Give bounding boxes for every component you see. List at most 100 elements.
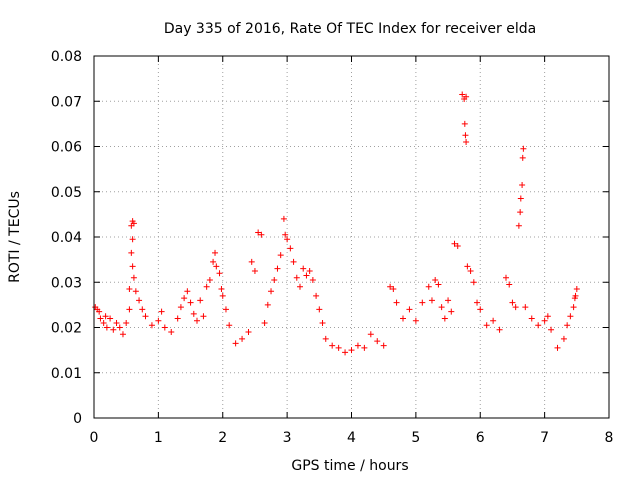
data-point	[200, 313, 207, 320]
x-tick-label: 3	[283, 430, 292, 446]
data-point	[290, 258, 297, 265]
data-point	[210, 258, 217, 265]
data-point	[548, 326, 555, 333]
x-axis-label: GPS time / hours	[291, 458, 408, 474]
data-point	[367, 331, 374, 338]
data-point	[522, 304, 529, 311]
data-point	[282, 231, 289, 238]
data-point	[570, 304, 577, 311]
data-point	[560, 335, 567, 342]
data-point	[130, 274, 137, 281]
data-point	[206, 276, 213, 283]
data-point	[261, 319, 268, 326]
data-point	[464, 263, 471, 270]
data-point	[520, 145, 527, 152]
data-point	[448, 308, 455, 315]
data-point	[168, 329, 175, 336]
axis-ticks	[93, 55, 610, 419]
data-point	[161, 324, 168, 331]
x-tick-label: 6	[476, 430, 485, 446]
data-point	[512, 304, 519, 311]
data-point	[116, 324, 123, 331]
data-point	[567, 313, 574, 320]
data-point	[280, 215, 287, 222]
data-point	[271, 276, 278, 283]
data-point	[158, 308, 165, 315]
data-point	[190, 310, 197, 317]
data-point	[174, 315, 181, 322]
data-point	[284, 236, 291, 243]
data-point	[428, 297, 435, 304]
data-point	[226, 322, 233, 329]
data-point	[445, 297, 452, 304]
data-point	[517, 209, 524, 216]
chart-title: Day 335 of 2016, Rate Of TEC Index for r…	[164, 21, 536, 37]
data-points	[92, 91, 580, 356]
data-point	[348, 347, 355, 354]
data-point	[463, 93, 470, 100]
data-point	[303, 272, 310, 279]
x-tick-labels: 0 1 2 3 4 5 6 7 8	[90, 430, 614, 446]
data-point	[483, 322, 490, 329]
data-point	[342, 349, 349, 356]
grid-lines	[94, 56, 609, 418]
data-point	[100, 319, 107, 326]
data-point	[361, 344, 368, 351]
data-point	[519, 154, 526, 161]
data-point	[123, 319, 130, 326]
data-point	[212, 249, 219, 256]
data-point	[316, 306, 323, 313]
data-point	[184, 288, 191, 295]
x-tick-label: 5	[411, 430, 420, 446]
y-tick-label: 0.02	[51, 321, 82, 337]
data-point	[467, 267, 474, 274]
data-point	[554, 344, 561, 351]
data-point	[461, 120, 468, 127]
data-point	[374, 338, 381, 345]
data-point	[132, 288, 139, 295]
data-point	[322, 335, 329, 342]
x-tick-label: 2	[218, 430, 227, 446]
data-point	[406, 306, 413, 313]
data-point	[264, 301, 271, 308]
data-point	[213, 263, 220, 270]
data-point	[387, 283, 394, 290]
data-point	[197, 297, 204, 304]
data-point	[451, 240, 458, 247]
data-point	[306, 267, 313, 274]
data-point	[535, 322, 542, 329]
data-point	[155, 317, 162, 324]
y-axis-label: ROTI / TECUs	[7, 191, 23, 283]
data-point	[293, 274, 300, 281]
x-tick-label: 1	[154, 430, 163, 446]
data-point	[438, 304, 445, 311]
data-point	[400, 315, 406, 322]
data-point	[509, 299, 516, 306]
data-point	[412, 317, 419, 324]
data-point	[245, 329, 252, 336]
data-point	[564, 322, 571, 329]
data-point	[474, 299, 481, 306]
data-point	[454, 243, 461, 250]
data-point	[380, 342, 387, 349]
data-point	[309, 276, 316, 283]
data-point	[219, 292, 226, 299]
data-point	[435, 281, 442, 288]
data-point	[354, 342, 361, 349]
data-point	[477, 306, 484, 313]
data-point	[419, 299, 426, 306]
data-point	[268, 288, 275, 295]
data-point	[218, 286, 225, 293]
data-point	[194, 317, 200, 324]
data-point	[300, 265, 307, 272]
y-tick-label: 0.05	[51, 185, 82, 201]
data-point	[187, 299, 194, 306]
data-point	[287, 245, 294, 252]
data-point	[432, 276, 439, 283]
data-point	[393, 299, 400, 306]
data-point	[425, 283, 432, 290]
data-point	[459, 91, 466, 98]
data-point	[129, 236, 136, 243]
data-point	[103, 324, 110, 331]
y-tick-label: 0	[73, 411, 82, 427]
